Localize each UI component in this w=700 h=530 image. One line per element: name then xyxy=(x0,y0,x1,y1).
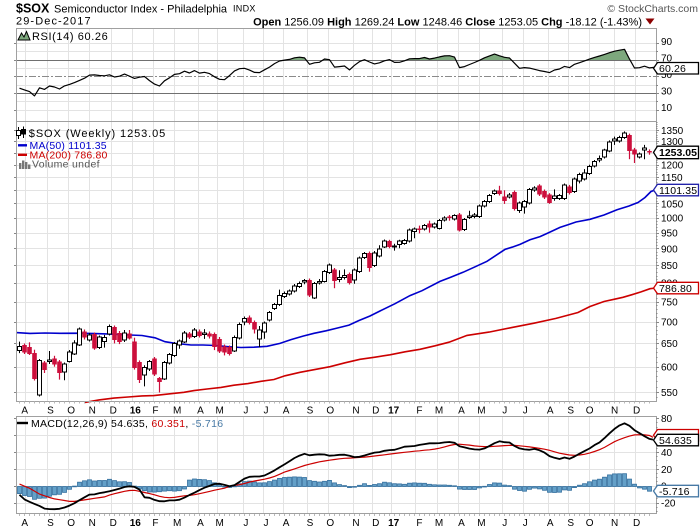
svg-text:F: F xyxy=(152,518,158,529)
svg-text:S: S xyxy=(307,518,314,529)
svg-text:30: 30 xyxy=(661,87,673,98)
svg-text:J: J xyxy=(502,406,507,417)
svg-text:1253.05: 1253.05 xyxy=(659,147,697,159)
svg-text:70: 70 xyxy=(661,53,673,64)
svg-text:950: 950 xyxy=(661,229,678,240)
svg-text:M: M xyxy=(477,518,485,529)
svg-text:D: D xyxy=(110,518,117,529)
svg-text:1000: 1000 xyxy=(661,214,684,225)
svg-text:J: J xyxy=(523,518,528,529)
svg-text:MA(200) 786.80: MA(200) 786.80 xyxy=(30,149,108,161)
svg-text:J: J xyxy=(264,518,269,529)
svg-text:O: O xyxy=(67,406,75,417)
svg-text:-5.716: -5.716 xyxy=(659,486,690,498)
svg-text:S: S xyxy=(47,406,54,417)
svg-text:M: M xyxy=(216,406,224,417)
svg-text:D: D xyxy=(110,406,117,417)
svg-text:Volume undef: Volume undef xyxy=(32,159,100,171)
svg-text:$SOX: $SOX xyxy=(16,2,50,16)
svg-text:-20: -20 xyxy=(661,499,676,510)
svg-text:A: A xyxy=(458,406,465,417)
svg-text:N: N xyxy=(611,406,618,417)
svg-text:J: J xyxy=(264,406,269,417)
svg-text:D: D xyxy=(372,406,379,417)
svg-text:MA(50) 1101.35: MA(50) 1101.35 xyxy=(30,140,107,152)
svg-text:1300: 1300 xyxy=(661,137,684,148)
svg-text:J: J xyxy=(523,406,528,417)
svg-text:60.26: 60.26 xyxy=(659,63,686,75)
svg-text:N: N xyxy=(89,406,96,417)
svg-text:M: M xyxy=(173,406,181,417)
svg-text:J: J xyxy=(243,406,248,417)
svg-text:$SOX (Weekly) 1253.05: $SOX (Weekly) 1253.05 xyxy=(29,128,166,140)
svg-text:F: F xyxy=(152,406,158,417)
svg-text:MACD(12,26,9) 54.635, 60.351,: MACD(12,26,9) 54.635, 60.351, -5.716 xyxy=(31,418,223,430)
svg-text:A: A xyxy=(283,406,290,417)
svg-text:17: 17 xyxy=(388,406,400,417)
svg-text:900: 900 xyxy=(661,244,678,255)
svg-text:750: 750 xyxy=(661,298,678,309)
svg-text:17: 17 xyxy=(388,518,400,529)
svg-text:S: S xyxy=(47,518,54,529)
svg-text:786.80: 786.80 xyxy=(659,283,692,295)
svg-text:A: A xyxy=(547,518,554,529)
svg-text:S: S xyxy=(307,406,314,417)
svg-text:1101.35: 1101.35 xyxy=(659,185,697,197)
svg-text:INDX: INDX xyxy=(233,4,256,14)
svg-text:A: A xyxy=(197,518,204,529)
svg-text:O: O xyxy=(586,518,594,529)
svg-text:M: M xyxy=(216,518,224,529)
svg-text:16: 16 xyxy=(130,518,142,529)
svg-text:1050: 1050 xyxy=(661,200,684,211)
svg-text:D: D xyxy=(633,518,640,529)
svg-text:A: A xyxy=(547,406,554,417)
svg-text:600: 600 xyxy=(661,363,678,374)
svg-text:D: D xyxy=(633,406,640,417)
svg-text:M: M xyxy=(435,406,443,417)
svg-text:40: 40 xyxy=(661,448,673,459)
svg-text:O: O xyxy=(586,406,594,417)
svg-text:80: 80 xyxy=(661,414,673,425)
svg-text:J: J xyxy=(502,518,507,529)
svg-text:O: O xyxy=(67,518,75,529)
svg-text:S: S xyxy=(567,406,574,417)
svg-text:A: A xyxy=(197,406,204,417)
svg-text:O: O xyxy=(326,406,334,417)
svg-text:F: F xyxy=(416,518,422,529)
svg-text:N: N xyxy=(352,406,359,417)
svg-text:Open 1256.09 High 1269.24 Low: Open 1256.09 High 1269.24 Low 1248.46 Cl… xyxy=(253,17,642,29)
svg-text:S: S xyxy=(567,518,574,529)
svg-text:1150: 1150 xyxy=(661,173,683,184)
svg-text:550: 550 xyxy=(661,388,678,399)
svg-text:N: N xyxy=(89,518,96,529)
svg-text:90: 90 xyxy=(661,37,673,48)
svg-text:M: M xyxy=(173,518,181,529)
svg-text:© StockCharts.com: © StockCharts.com xyxy=(607,3,698,15)
svg-text:N: N xyxy=(352,518,359,529)
svg-text:F: F xyxy=(416,406,422,417)
svg-text:50: 50 xyxy=(661,70,673,81)
svg-text:10: 10 xyxy=(661,103,673,114)
svg-text:54.635: 54.635 xyxy=(659,435,692,447)
svg-text:RSI(14) 60.26: RSI(14) 60.26 xyxy=(32,31,108,43)
svg-text:M: M xyxy=(435,518,443,529)
svg-text:1350: 1350 xyxy=(661,126,684,137)
svg-text:A: A xyxy=(21,406,28,417)
svg-text:O: O xyxy=(326,518,334,529)
svg-text:A: A xyxy=(458,518,465,529)
svg-text:1200: 1200 xyxy=(661,161,684,172)
svg-text:29-Dec-2017: 29-Dec-2017 xyxy=(16,16,92,28)
svg-text:A: A xyxy=(283,518,290,529)
svg-text:M: M xyxy=(477,406,485,417)
svg-text:D: D xyxy=(372,518,379,529)
svg-text:700: 700 xyxy=(661,318,678,329)
svg-text:Semiconductor Index - Philadel: Semiconductor Index - Philadelphia xyxy=(54,4,228,16)
svg-text:20: 20 xyxy=(661,465,673,476)
svg-text:650: 650 xyxy=(661,339,678,350)
svg-text:A: A xyxy=(21,518,28,529)
svg-text:16: 16 xyxy=(130,406,142,417)
svg-text:850: 850 xyxy=(661,261,678,272)
svg-text:N: N xyxy=(611,518,618,529)
svg-text:J: J xyxy=(243,518,248,529)
